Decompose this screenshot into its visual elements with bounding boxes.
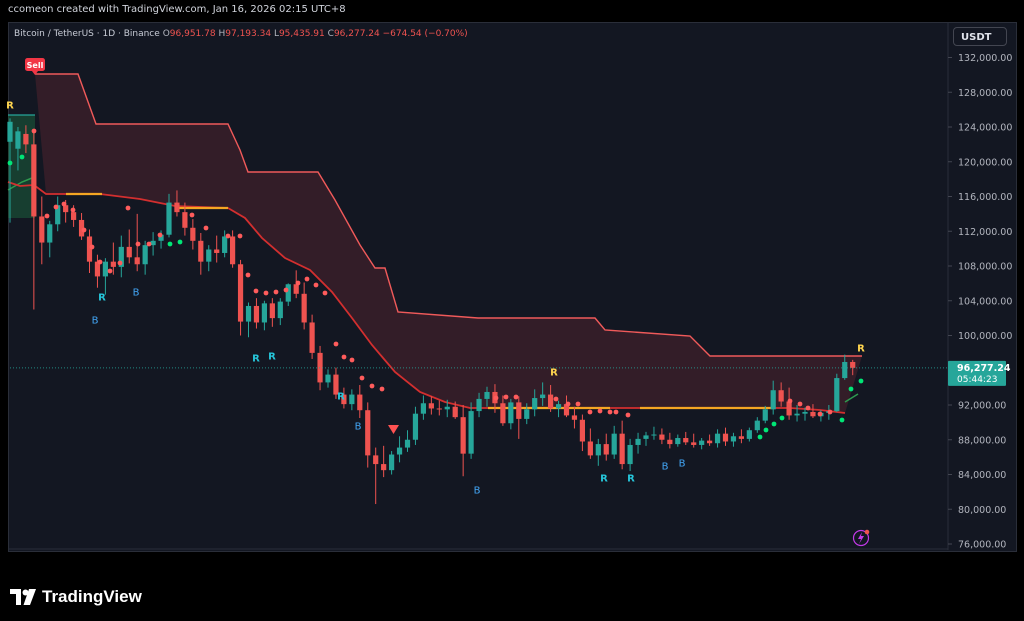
change-value: −674.54 (−0.70%) — [382, 29, 468, 39]
symbol-legend: Bitcoin / TetherUS · 1D · Binance O96,95… — [14, 29, 468, 39]
open-value: 96,951.78 — [169, 29, 216, 39]
footer — [0, 552, 1024, 621]
open-label: O — [162, 29, 170, 39]
created-with-caption: ccomeon created with TradingView.com, Ja… — [8, 4, 346, 15]
tradingview-wordmark: TradingView — [42, 587, 142, 606]
currency-button[interactable]: USDT — [953, 27, 1007, 46]
low-label: L — [273, 29, 279, 39]
low-value: 95,435.91 — [278, 29, 325, 39]
tradingview-logo-icon — [10, 589, 36, 605]
close-value: 96,277.24 — [333, 29, 380, 39]
top-bar: ccomeon created with TradingView.com, Ja… — [0, 0, 1024, 22]
tradingview-logo[interactable]: TradingView — [10, 586, 142, 608]
high-label: H — [218, 29, 226, 39]
high-value: 97,193.34 — [225, 29, 272, 39]
symbol-name[interactable]: Bitcoin / TetherUS · 1D · Binance — [14, 29, 160, 39]
chart-panel[interactable] — [8, 22, 1017, 552]
close-label: C — [327, 29, 334, 39]
